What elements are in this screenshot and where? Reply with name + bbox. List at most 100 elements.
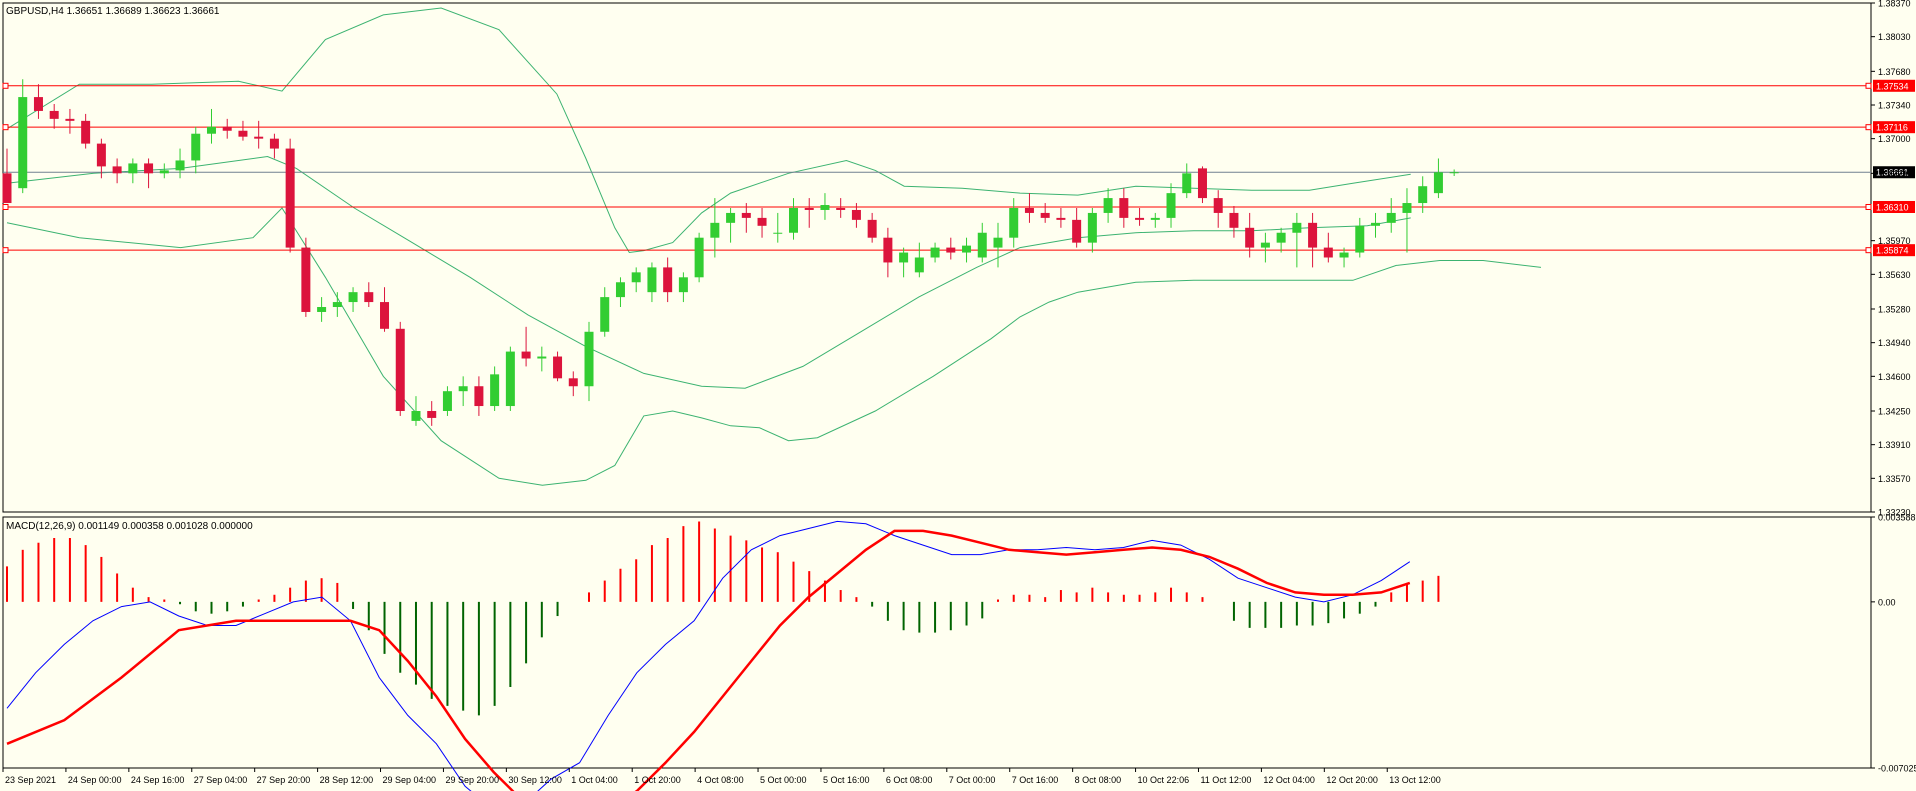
level-anchor[interactable] bbox=[1865, 124, 1872, 131]
price-tick-label: 1.37000 bbox=[1878, 134, 1911, 144]
candle-bull bbox=[914, 257, 924, 273]
candle-bear bbox=[254, 136, 264, 139]
candle-bull bbox=[899, 252, 909, 263]
candle-bear bbox=[2, 173, 12, 204]
candle-bear bbox=[1213, 198, 1223, 213]
candle-bull bbox=[505, 351, 515, 407]
candle-bear bbox=[883, 237, 893, 263]
price-tick-label: 1.36650 bbox=[1878, 169, 1911, 179]
time-tick-label: 7 Oct 16:00 bbox=[1012, 775, 1059, 785]
candle-bull bbox=[1339, 252, 1349, 258]
candle-bear bbox=[836, 207, 846, 210]
level-price-label: 1.36310 bbox=[1876, 202, 1909, 212]
time-tick-label: 28 Sep 12:00 bbox=[320, 775, 374, 785]
level-anchor[interactable] bbox=[1865, 247, 1872, 254]
macd-tick-label: -0.007025 bbox=[1878, 764, 1916, 774]
symbol-header: GBPUSD,H4 1.36651 1.36689 1.36623 1.3666… bbox=[6, 6, 220, 17]
price-tick-label: 1.35280 bbox=[1878, 304, 1911, 314]
candle-bull bbox=[773, 232, 783, 234]
candle-bull bbox=[631, 272, 641, 283]
time-axis[interactable]: 23 Sep 2021 24 Sep 00:00 24 Sep 16:00 27 Se… bbox=[2, 768, 1441, 785]
price-tick-label: 1.34250 bbox=[1878, 406, 1911, 416]
price-tick-label: 1.33570 bbox=[1878, 474, 1911, 484]
level-price-tag bbox=[1873, 200, 1915, 213]
bollinger-bands bbox=[6, 7, 1542, 486]
candle-bear bbox=[1135, 217, 1145, 220]
level-price-tag bbox=[1873, 79, 1915, 92]
candle-bull bbox=[962, 245, 972, 253]
level-anchor[interactable] bbox=[1865, 82, 1872, 89]
level-anchor[interactable] bbox=[2, 203, 9, 210]
horizontal-levels[interactable]: 1.37534 1.37116 1.36310 1.35874 1.36661 bbox=[2, 79, 1915, 257]
candle-bear bbox=[804, 207, 814, 210]
candle-bear bbox=[238, 130, 248, 137]
candle-bull bbox=[1103, 198, 1113, 213]
macd-axis[interactable]: 0.003588 0.00 -0.007025 bbox=[1871, 513, 1916, 774]
level-price-label: 1.35874 bbox=[1876, 246, 1909, 256]
price-axis[interactable]: 1.38370 1.38030 1.37680 1.37340 1.37000 1.366… bbox=[1871, 0, 1911, 518]
candle-bear bbox=[1323, 247, 1333, 258]
candle-bear bbox=[1024, 207, 1034, 213]
level-anchor[interactable] bbox=[1865, 203, 1872, 210]
candle-bear bbox=[867, 219, 877, 238]
candle-bull bbox=[1449, 172, 1459, 174]
candle-bull bbox=[442, 391, 452, 411]
level-anchor[interactable] bbox=[2, 247, 9, 254]
candle-bear bbox=[741, 212, 751, 218]
price-tick-label: 1.33910 bbox=[1878, 440, 1911, 450]
macd-tick-label: 0.00 bbox=[1878, 597, 1896, 607]
price-tick-label: 1.35970 bbox=[1878, 236, 1911, 246]
current-price-tag bbox=[1873, 166, 1915, 179]
candle-bear bbox=[1040, 212, 1050, 218]
candle-bear bbox=[1229, 212, 1239, 228]
candle-bull bbox=[1386, 212, 1396, 223]
candle-bear bbox=[553, 356, 563, 379]
time-tick-label: 1 Oct 04:00 bbox=[571, 775, 618, 785]
candle-bear bbox=[112, 166, 122, 174]
candle-bull bbox=[206, 126, 216, 134]
time-tick-label: 29 Sep 04:00 bbox=[383, 775, 437, 785]
macd-signal-line bbox=[6, 529, 1411, 791]
candle-bull bbox=[1087, 212, 1097, 243]
candle-bull bbox=[191, 133, 201, 161]
price-tick-label: 1.38030 bbox=[1878, 32, 1911, 42]
time-tick-label: 27 Sep 20:00 bbox=[257, 775, 311, 785]
candle-bull bbox=[1292, 222, 1302, 233]
candle-bull bbox=[1009, 207, 1019, 238]
time-tick-label: 24 Sep 16:00 bbox=[131, 775, 185, 785]
time-tick-label: 11 Oct 12:00 bbox=[1200, 775, 1251, 785]
price-chart-area[interactable] bbox=[2, 2, 1872, 513]
candle-bear bbox=[144, 163, 154, 174]
candle-bull bbox=[600, 297, 610, 332]
candle-bear bbox=[663, 267, 673, 293]
price-tick-label: 1.33230 bbox=[1878, 508, 1911, 518]
level-anchor[interactable] bbox=[2, 82, 9, 89]
bollinger-upper-band bbox=[6, 7, 1411, 254]
price-tick-label: 1.34940 bbox=[1878, 338, 1911, 348]
time-tick-label: 12 Oct 04:00 bbox=[1263, 775, 1315, 785]
time-tick-label: 24 Sep 00:00 bbox=[68, 775, 122, 785]
time-tick-label: 7 Oct 00:00 bbox=[949, 775, 996, 785]
candle-bull bbox=[175, 160, 185, 171]
candle-bear bbox=[757, 217, 767, 226]
candle-bull bbox=[411, 410, 421, 421]
candle-bull bbox=[348, 292, 358, 303]
level-anchor[interactable] bbox=[2, 124, 9, 131]
candle-bear bbox=[1308, 222, 1318, 248]
candle-bull bbox=[332, 302, 342, 308]
macd-panel[interactable] bbox=[2, 516, 1872, 791]
candle-bull bbox=[1371, 222, 1381, 226]
time-tick-label: 23 Sep 2021 bbox=[5, 775, 56, 785]
macd-tick-label: 0.003588 bbox=[1878, 513, 1916, 523]
time-tick-label: 5 Oct 00:00 bbox=[760, 775, 807, 785]
candle-bear bbox=[568, 378, 578, 387]
bollinger-middle-band bbox=[6, 155, 1411, 389]
candle-bull bbox=[159, 170, 169, 174]
candle-bear bbox=[33, 97, 43, 111]
candle-bull bbox=[710, 222, 720, 238]
candle-bear bbox=[364, 292, 374, 303]
candle-bear bbox=[81, 120, 91, 144]
time-tick-label: 4 Oct 08:00 bbox=[697, 775, 744, 785]
candle-bear bbox=[269, 138, 279, 149]
